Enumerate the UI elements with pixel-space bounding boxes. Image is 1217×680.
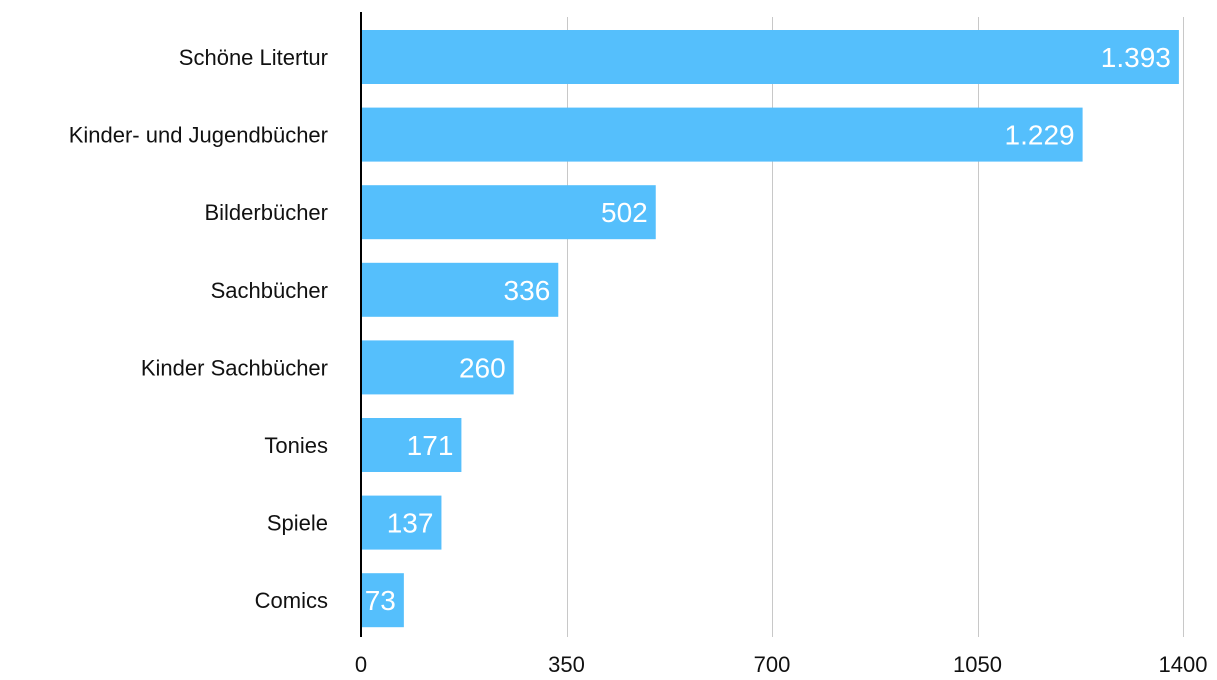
- x-tick-label: 0: [355, 652, 367, 675]
- data-label: 171: [407, 430, 454, 461]
- x-tick-label: 1050: [953, 652, 1002, 675]
- labels: 1.393 Schöne Litertur 1.229 Kinder- und Jug…: [69, 42, 1208, 677]
- bars: [361, 30, 1179, 628]
- x-tick-label: 350: [548, 652, 585, 675]
- category-label: Spiele: [267, 511, 328, 536]
- category-label: Tonies: [264, 433, 328, 458]
- category-label: Kinder- und Jugendbücher: [69, 123, 328, 148]
- data-label: 73: [365, 585, 396, 616]
- category-label: Comics: [255, 588, 328, 613]
- bar: [361, 340, 514, 395]
- data-label: 260: [459, 352, 506, 383]
- category-label: Sachbücher: [211, 278, 328, 303]
- data-label: 502: [601, 197, 648, 228]
- data-label: 1.229: [1005, 120, 1075, 151]
- data-label: 336: [504, 275, 551, 306]
- bar: [361, 495, 442, 550]
- data-label: 137: [387, 508, 434, 539]
- bar: [361, 185, 656, 240]
- bar: [361, 573, 404, 628]
- bar: [361, 418, 462, 472]
- bar: [361, 262, 559, 317]
- category-label: Kinder Sachbücher: [141, 355, 328, 380]
- category-label: Bilderbücher: [204, 200, 328, 225]
- bar: [361, 30, 1179, 84]
- data-label: 1.393: [1101, 42, 1171, 73]
- bar: [361, 107, 1083, 162]
- x-tick-label: 1400: [1159, 652, 1208, 675]
- category-label: Schöne Litertur: [179, 45, 328, 70]
- x-tick-label: 700: [754, 652, 791, 675]
